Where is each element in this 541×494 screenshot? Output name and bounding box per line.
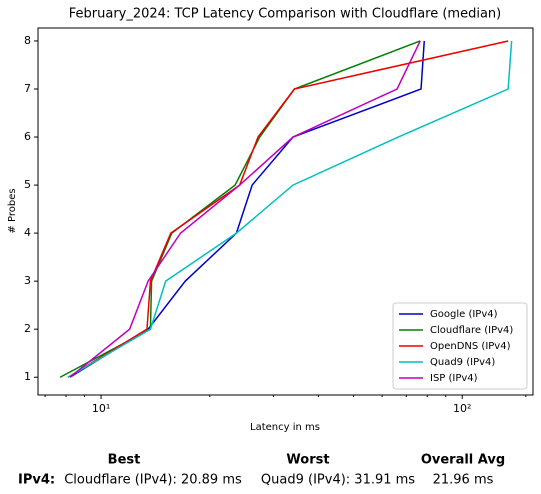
legend-label: Quad9 (IPv4) [430,357,495,368]
legend-label: Google (IPv4) [430,309,498,320]
summary-header: Worst [286,453,329,468]
legend-box [392,302,528,390]
summary-cell: Cloudflare (IPv4): 20.89 ms [64,473,242,488]
y-tick-label: 5 [24,178,31,191]
summary-cell: Quad9 (IPv4): 31.91 ms [261,473,415,488]
summary-row-label: IPv4: [18,473,55,488]
plot-frame [37,27,534,396]
series-line [69,40,426,378]
x-axis-label: Latency in ms [250,422,320,433]
x-tick-label: 10² [453,402,471,415]
summary-cell: 21.96 ms [433,473,494,488]
y-axis-label: # Probes [7,188,18,233]
y-tick-label: 3 [24,274,31,287]
legend-label: OpenDNS (IPv4) [430,341,511,352]
y-tick-label: 7 [24,82,31,95]
y-tick-label: 8 [24,34,31,47]
y-tick-label: 4 [24,226,31,239]
y-tick-label: 2 [24,322,31,335]
summary-header: Best [108,453,141,468]
chart-title: February_2024: TCP Latency Comparison wi… [69,7,501,22]
x-tick-label: 10¹ [92,402,110,415]
legend-label: ISP (IPv4) [430,373,478,384]
y-tick-label: 1 [24,370,31,383]
summary-header: Overall Avg [421,453,505,468]
series-line [67,40,513,378]
legend-label: Cloudflare (IPv4) [430,325,513,336]
series-line [69,40,421,378]
series-line [67,40,509,378]
y-tick-label: 6 [24,130,31,143]
